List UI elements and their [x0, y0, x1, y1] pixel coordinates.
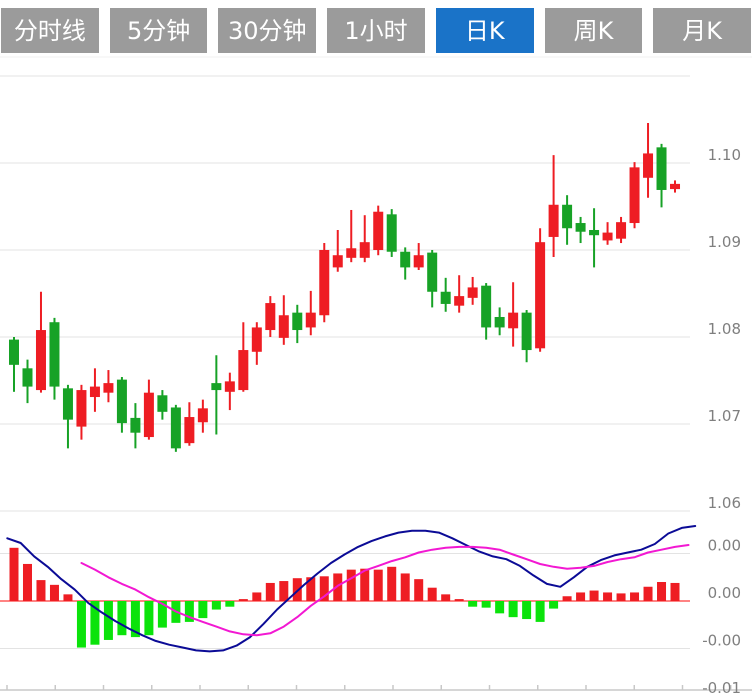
tab-weekly-k[interactable]: 周K	[544, 8, 643, 53]
svg-text:0.00: 0.00	[708, 584, 741, 602]
svg-text:1.06: 1.06	[708, 494, 741, 512]
tab-daily-k[interactable]: 日K	[435, 8, 534, 53]
gridlines	[0, 56, 752, 691]
macd-lines	[6, 525, 697, 653]
tab-monthly-k[interactable]: 月K	[653, 8, 752, 53]
svg-text:1.07: 1.07	[708, 407, 741, 425]
tab-5min[interactable]: 5分钟	[109, 8, 208, 53]
svg-text:1.10: 1.10	[708, 146, 741, 164]
timeframe-tabbar: 分时线 5分钟 30分钟 1小时 日K 周K 月K	[1, 8, 752, 53]
svg-text:1.09: 1.09	[708, 233, 741, 251]
macd-histogram	[9, 547, 680, 648]
tab-1hour[interactable]: 1小时	[327, 8, 425, 53]
axis-labels: 1.10 1.09 1.08 1.07 1.06 0.00 0.00 -0.00 -0.01	[702, 146, 741, 697]
candles-series	[9, 122, 681, 452]
svg-text:-0.00: -0.00	[702, 632, 741, 650]
svg-text:-0.01: -0.01	[702, 679, 741, 697]
svg-text:1.08: 1.08	[708, 320, 741, 338]
svg-text:0.00: 0.00	[708, 537, 741, 555]
tab-30min[interactable]: 30分钟	[218, 8, 317, 53]
tab-timeline[interactable]: 分时线	[1, 8, 99, 53]
